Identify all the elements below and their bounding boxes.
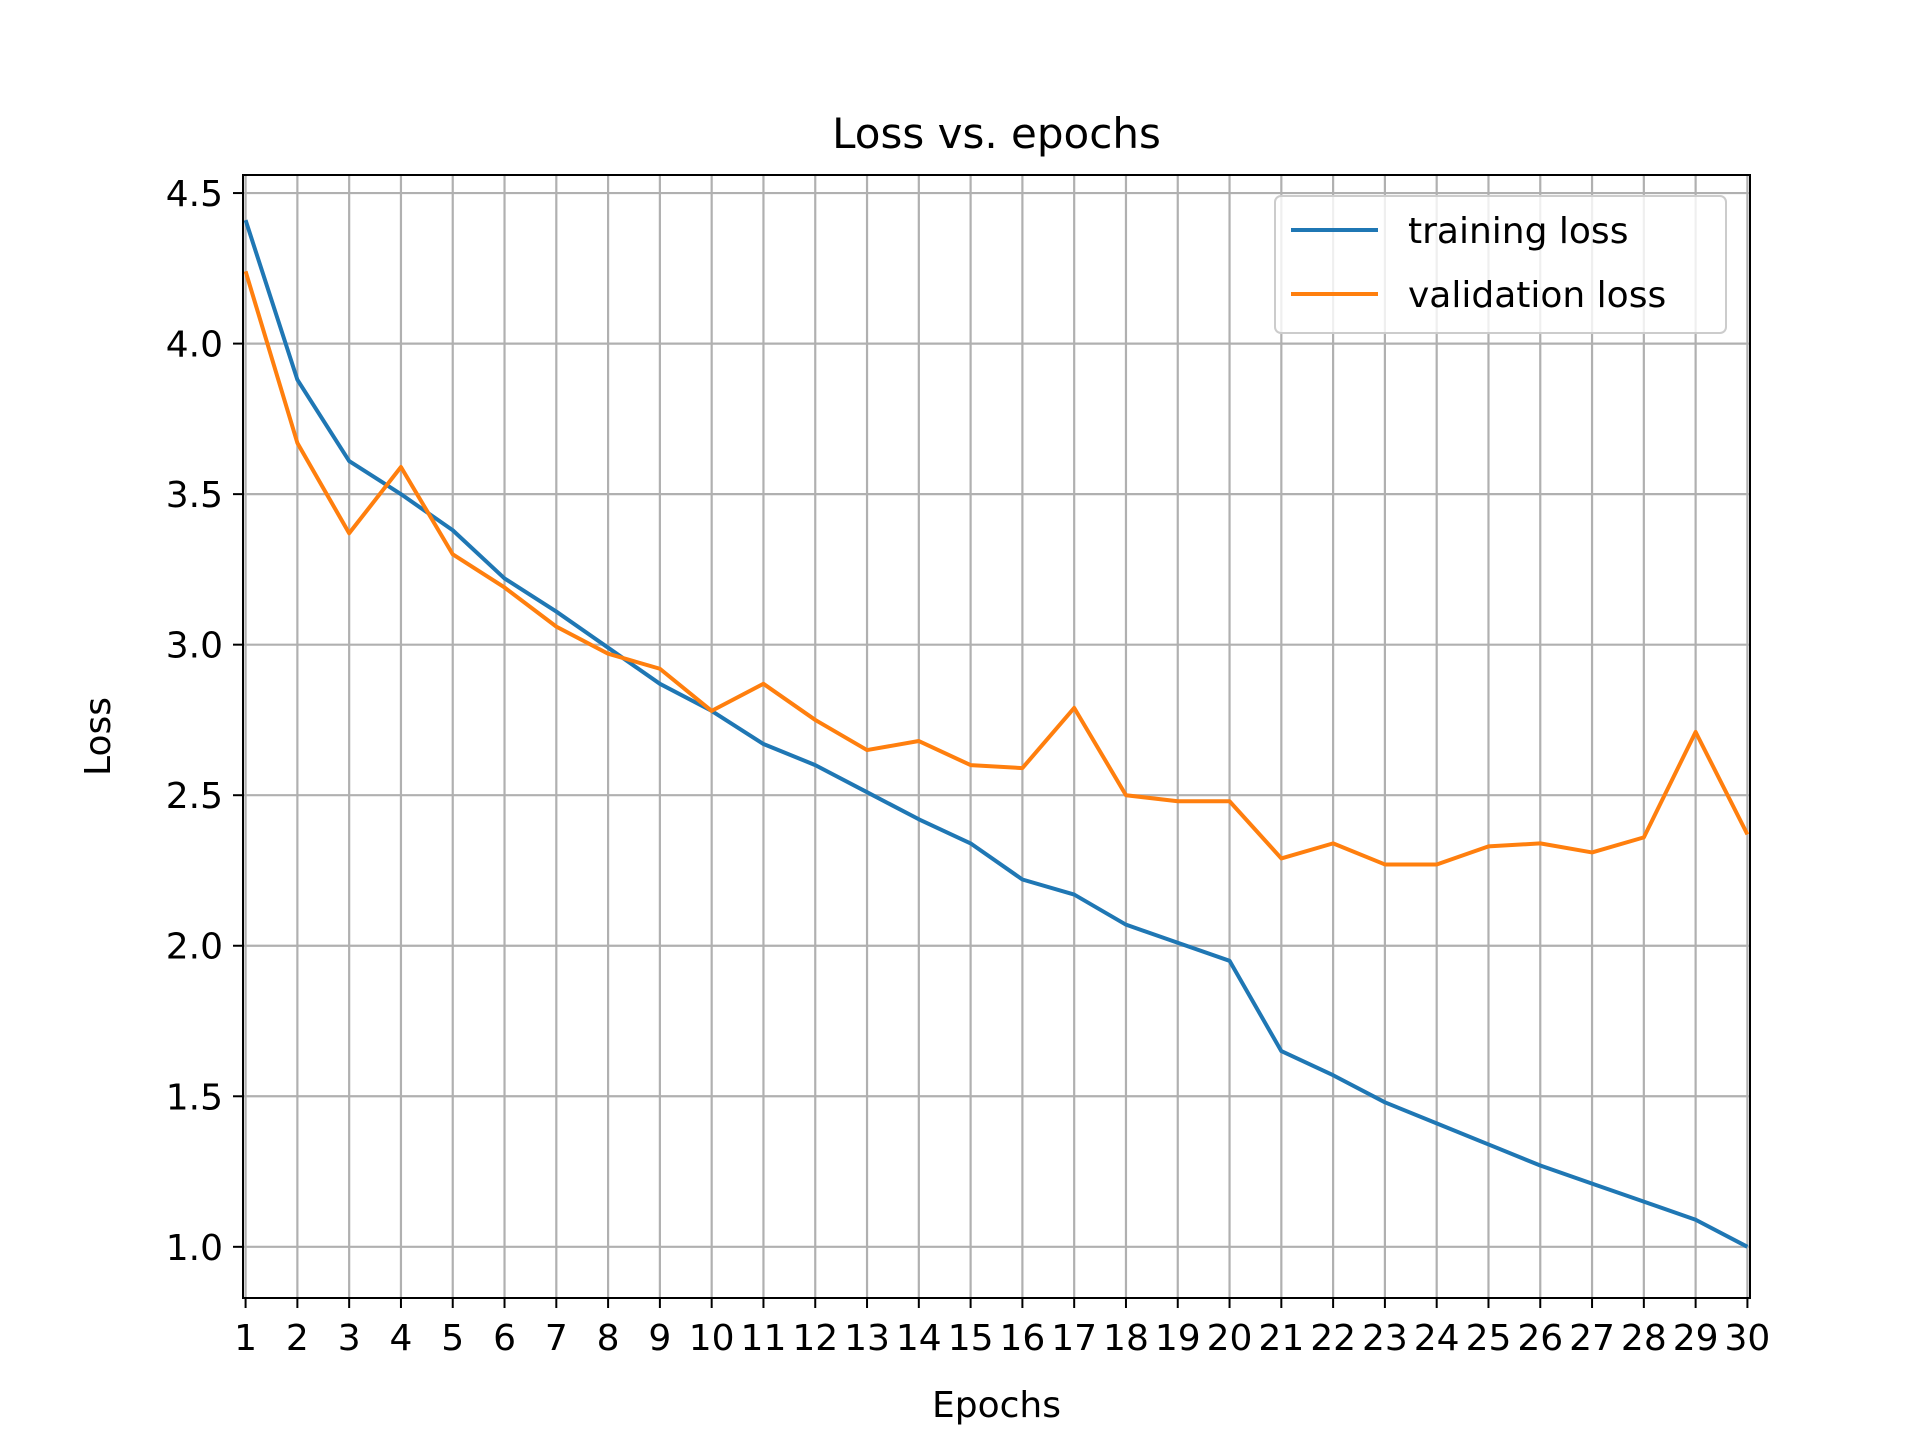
x-tick-label: 27 (1569, 1318, 1615, 1359)
x-tick-label: 23 (1362, 1318, 1408, 1359)
legend-label: validation loss (1408, 275, 1666, 316)
x-tick-label: 4 (389, 1318, 412, 1359)
x-tick-label: 29 (1673, 1318, 1719, 1359)
x-tick-label: 26 (1517, 1318, 1563, 1359)
x-tick-label: 12 (792, 1318, 838, 1359)
x-tick-label: 22 (1310, 1318, 1356, 1359)
x-tick-label: 18 (1103, 1318, 1149, 1359)
legend-label: training loss (1408, 211, 1628, 252)
x-tick-label: 5 (441, 1318, 464, 1359)
legend: training loss validation loss (1274, 195, 1727, 334)
y-axis-label: Loss (78, 697, 119, 776)
x-tick-label: 25 (1466, 1318, 1512, 1359)
x-tick-label: 30 (1725, 1318, 1771, 1359)
x-tick-label: 9 (648, 1318, 671, 1359)
chart-title: Loss vs. epochs (832, 109, 1161, 158)
grid (243, 175, 1750, 1298)
x-tick-label: 7 (545, 1318, 568, 1359)
x-tick-label: 15 (948, 1318, 994, 1359)
y-tick-label: 1.0 (166, 1228, 223, 1269)
x-axis-ticks: 1 2 3 4 5 6 7 8 9 10 11 12 13 14 15 16 17 18 19 20 21 22 23 24 2… (234, 1298, 1770, 1359)
series-lines (243, 219, 1750, 1249)
x-tick-label: 8 (597, 1318, 620, 1359)
x-tick-label: 6 (493, 1318, 516, 1359)
x-tick-label: 24 (1414, 1318, 1460, 1359)
x-tick-label: 19 (1155, 1318, 1201, 1359)
x-tick-label: 21 (1258, 1318, 1304, 1359)
legend-box (1274, 195, 1727, 334)
x-tick-label: 2 (286, 1318, 309, 1359)
y-tick-label: 4.5 (166, 174, 223, 215)
y-tick-label: 2.5 (166, 776, 223, 817)
y-tick-label: 2.0 (166, 927, 223, 968)
x-tick-label: 17 (1051, 1318, 1097, 1359)
series-line-validation-loss (243, 270, 1750, 867)
x-tick-label: 11 (741, 1318, 787, 1359)
y-tick-label: 3.0 (166, 626, 223, 667)
y-tick-label: 1.5 (166, 1077, 223, 1118)
y-axis-ticks: 1.0 1.5 2.0 2.5 3.0 3.5 4.0 4.5 (166, 174, 243, 1269)
x-tick-label: 28 (1621, 1318, 1667, 1359)
y-tick-label: 4.0 (166, 325, 223, 366)
series-line-training-loss (243, 219, 1749, 1249)
x-tick-label: 1 (234, 1318, 257, 1359)
x-tick-label: 10 (689, 1318, 735, 1359)
x-tick-label: 3 (338, 1318, 361, 1359)
plot-frame (242, 174, 1751, 1299)
y-tick-label: 3.5 (166, 475, 223, 516)
x-tick-label: 16 (999, 1318, 1045, 1359)
x-axis-label: Epochs (932, 1385, 1061, 1426)
x-tick-label: 13 (844, 1318, 890, 1359)
x-tick-label: 20 (1207, 1318, 1253, 1359)
x-tick-label: 14 (896, 1318, 942, 1359)
